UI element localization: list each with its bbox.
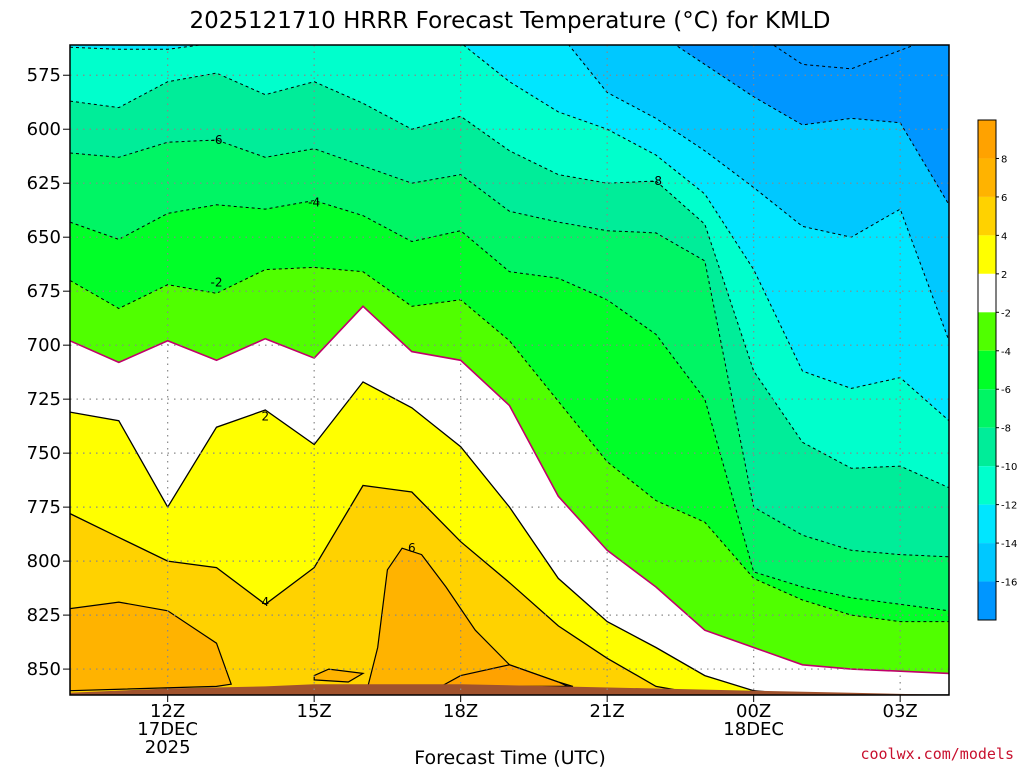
y-tick-label: 700 <box>27 335 61 356</box>
colorbar-swatch <box>978 427 996 467</box>
colorbar: 8 6 4 2 -2 -4 -6 -8 -10 -12 -14 -16 <box>977 119 1017 621</box>
colorbar-swatch <box>978 196 996 236</box>
chart-title: 2025121710 HRRR Forecast Temperature (°C… <box>189 8 830 34</box>
y-tick-label: 575 <box>27 65 61 86</box>
contour-m8 <box>70 72 949 489</box>
x-tick-label: 00Z <box>736 701 771 722</box>
contour-label: 4 <box>262 595 270 609</box>
y-axis: 575 600 625 650 675 700 725 750 775 800 825 850 <box>27 65 70 680</box>
x-tick-label: 03Z <box>883 701 918 722</box>
y-tick-label: 625 <box>27 173 61 194</box>
y-tick-label: 750 <box>27 443 61 464</box>
grid <box>70 45 949 695</box>
colorbar-swatch <box>978 543 996 582</box>
y-tick-label: 600 <box>27 119 61 140</box>
contour-m6 <box>70 139 949 558</box>
x-tick-label: 12Z <box>150 701 185 722</box>
colorbar-swatch <box>978 120 996 159</box>
island-fill-8 <box>367 547 574 687</box>
contour-m4 <box>70 199 949 612</box>
terrain-fill <box>70 684 949 695</box>
colorbar-label: -4 <box>1001 347 1011 358</box>
contour-2 <box>70 305 949 675</box>
colorbar-swatch <box>978 158 996 197</box>
contour-m10 <box>70 45 949 422</box>
colorbar-label: -8 <box>1001 424 1011 435</box>
colorbar-label: -14 <box>1001 539 1017 550</box>
colorbar-swatch <box>978 235 996 274</box>
colorbar-swatch <box>978 350 996 390</box>
colorbar-label: 8 <box>1001 154 1007 165</box>
contour-label: -2 <box>211 276 223 290</box>
plot-area <box>70 45 949 695</box>
contour-label: -6 <box>211 133 223 147</box>
y-tick-label: 775 <box>27 497 61 518</box>
x-tick-label: 18Z <box>443 701 478 722</box>
x-tick-label: 15Z <box>297 701 332 722</box>
contour-labels: -8 -6 -4 -2 2 6 4 <box>211 133 662 609</box>
colorbar-label: -6 <box>1001 385 1011 396</box>
colorbar-swatch <box>978 273 996 313</box>
watermark: coolwx.com/models <box>860 745 1014 763</box>
plot-frame <box>69 44 950 696</box>
contour-6 <box>70 484 949 695</box>
colorbar-swatch <box>978 466 996 505</box>
band-fill-6 <box>70 485 949 695</box>
y-tick-label: 800 <box>27 551 61 572</box>
y-tick-label: 825 <box>27 605 61 626</box>
x-axis-title: Forecast Time (UTC) <box>414 747 605 768</box>
colorbar-swatch <box>978 312 996 351</box>
colorbar-label: 2 <box>1001 270 1007 281</box>
y-tick-label: 725 <box>27 389 61 410</box>
y-tick-label: 850 <box>27 659 61 680</box>
contour-label: -4 <box>308 196 320 210</box>
colorbar-frame <box>977 119 997 621</box>
colorbar-label: 4 <box>1001 231 1007 242</box>
x-tick-label: 21Z <box>590 701 625 722</box>
y-tick-label: 650 <box>27 227 61 248</box>
colorbar-label: -10 <box>1001 462 1017 473</box>
colorbar-label: -12 <box>1001 501 1017 512</box>
y-tick-label: 675 <box>27 281 61 302</box>
contour-label: 6 <box>408 541 416 555</box>
x-tick-label: 2025 <box>145 737 191 758</box>
colorbar-label: -2 <box>1001 308 1011 319</box>
contour-m12 <box>568 45 949 341</box>
contour-m2 <box>70 266 949 623</box>
x-tick-label: 17DEC <box>137 719 198 740</box>
island-fill-8 <box>313 668 365 683</box>
colorbar-swatch <box>978 581 996 620</box>
colorbar-swatch <box>978 389 996 428</box>
contour-label: -8 <box>650 174 662 188</box>
x-tick-label: 18DEC <box>723 719 784 740</box>
contour-label: 2 <box>262 409 270 423</box>
contour-4 <box>70 381 949 695</box>
colorbar-swatch <box>978 504 996 544</box>
colorbar-label: 6 <box>1001 193 1007 204</box>
colorbar-label: -16 <box>1001 578 1017 589</box>
